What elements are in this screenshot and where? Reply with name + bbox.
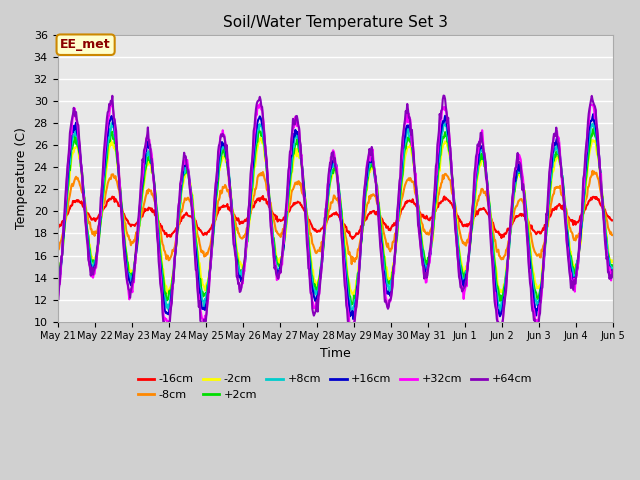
Y-axis label: Temperature (C): Temperature (C)	[15, 128, 28, 229]
Legend: -16cm, -8cm, -2cm, +2cm, +8cm, +16cm, +32cm, +64cm: -16cm, -8cm, -2cm, +2cm, +8cm, +16cm, +3…	[133, 370, 537, 405]
Title: Soil/Water Temperature Set 3: Soil/Water Temperature Set 3	[223, 15, 447, 30]
X-axis label: Time: Time	[320, 347, 351, 360]
Text: EE_met: EE_met	[60, 38, 111, 51]
